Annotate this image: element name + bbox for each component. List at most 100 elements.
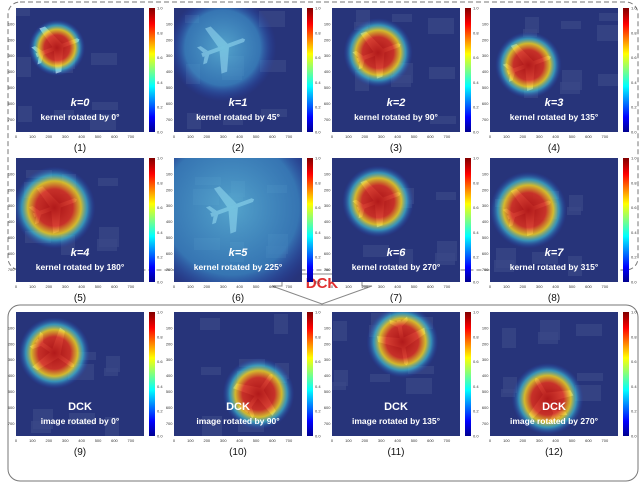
x-tick-label: 200 <box>519 134 526 139</box>
y-tick-label: 500 <box>166 389 173 394</box>
colorbar-tick-label: 0.2 <box>473 409 479 414</box>
x-tick-label: 500 <box>253 284 260 289</box>
y-tick-label: 600 <box>482 405 489 410</box>
x-tick-label: 200 <box>519 284 526 289</box>
x-tick-label: 400 <box>236 284 243 289</box>
colorbar-tick-label: 1.0 <box>315 310 321 315</box>
y-tick-label: 300 <box>166 53 173 58</box>
x-tick-label: 500 <box>411 134 418 139</box>
y-tick-label: 500 <box>482 85 489 90</box>
y-tick-label: 400 <box>166 373 173 378</box>
colorbar-tick-label: 0.8 <box>631 30 637 35</box>
x-tick-label: 200 <box>203 284 210 289</box>
heatmap <box>174 158 302 282</box>
y-tick-label: 500 <box>482 235 489 240</box>
heatmap <box>332 158 460 282</box>
x-tick-label: 600 <box>111 134 118 139</box>
x-tick-label: 100 <box>29 134 36 139</box>
panel-label: (6) <box>232 293 244 304</box>
ground-patch <box>525 17 539 33</box>
ground-patch <box>274 314 288 334</box>
panel-title: k=2 <box>387 97 406 109</box>
x-tick-label: 600 <box>427 284 434 289</box>
panel: 0 100 200 300 400 500 600 700 100 200 300 400 500 600… <box>8 156 164 305</box>
x-tick-label: 200 <box>45 438 52 443</box>
colorbar <box>149 158 155 282</box>
colorbar-tick-label: 1.0 <box>473 310 479 315</box>
x-tick-label: 400 <box>552 438 559 443</box>
colorbar-tick-label: 0.2 <box>157 105 163 110</box>
ground-patch <box>92 102 118 110</box>
ground-patch <box>363 245 389 257</box>
heat-blob <box>490 171 567 249</box>
y-tick-label: 300 <box>324 203 331 208</box>
colorbar-tick-label: 1.0 <box>631 6 637 11</box>
colorbar-tick-label: 0.6 <box>315 55 321 60</box>
x-tick-label: 400 <box>78 438 85 443</box>
y-tick-label: 700 <box>8 421 15 426</box>
ground-patch <box>599 13 618 21</box>
x-tick-label: 400 <box>78 134 85 139</box>
y-tick-label: 700 <box>482 117 489 122</box>
y-tick-label: 300 <box>324 53 331 58</box>
colorbar-tick-label: 0.6 <box>315 205 321 210</box>
colorbar-tick-label: 0.4 <box>157 230 163 235</box>
panel-caption: image rotated by 0° <box>41 416 120 426</box>
colorbar <box>623 158 629 282</box>
colorbar-tick-label: 0.2 <box>315 105 321 110</box>
ground-patch <box>105 417 119 436</box>
colorbar-tick-label: 0.8 <box>315 30 321 35</box>
y-tick-label: 200 <box>482 187 489 192</box>
y-tick-label: 400 <box>8 373 15 378</box>
y-tick-label: 400 <box>166 69 173 74</box>
x-tick-label: 500 <box>411 438 418 443</box>
colorbar-tick-label: 0.0 <box>473 434 479 439</box>
heatmap <box>490 312 618 436</box>
x-tick-label: 400 <box>552 134 559 139</box>
x-tick-label: 100 <box>503 438 510 443</box>
x-tick-label: 700 <box>128 134 135 139</box>
y-tick-label: 100 <box>166 325 173 330</box>
ground-patch <box>16 8 30 16</box>
y-tick-label: 700 <box>166 421 173 426</box>
colorbar-tick-label: 0.4 <box>631 80 637 85</box>
colorbar-tick-label: 0.4 <box>315 230 321 235</box>
panel-label: (4) <box>548 143 560 154</box>
colorbar-tick-label: 0.4 <box>473 80 479 85</box>
x-tick-label: 0 <box>15 284 18 289</box>
colorbar-tick-label: 1.0 <box>315 6 321 11</box>
x-tick-label: 500 <box>411 284 418 289</box>
ground-patch <box>333 321 347 341</box>
colorbar-tick-label: 0.0 <box>473 130 479 135</box>
y-tick-label: 600 <box>166 101 173 106</box>
y-tick-label: 400 <box>482 373 489 378</box>
arrow-label: DCK <box>306 275 339 292</box>
y-tick-label: 700 <box>324 421 331 426</box>
y-tick-label: 500 <box>324 85 331 90</box>
y-tick-label: 400 <box>324 69 331 74</box>
y-tick-label: 100 <box>166 21 173 26</box>
y-tick-label: 600 <box>324 251 331 256</box>
heatmap <box>16 312 144 436</box>
panel-caption: kernel rotated by 180° <box>36 262 125 272</box>
x-tick-label: 600 <box>585 284 592 289</box>
y-tick-label: 700 <box>8 117 15 122</box>
ground-patch <box>33 409 53 429</box>
y-tick-label: 600 <box>482 251 489 256</box>
colorbar-tick-label: 0.4 <box>473 230 479 235</box>
colorbar-tick-label: 0.4 <box>157 80 163 85</box>
y-tick-label: 100 <box>482 171 489 176</box>
y-tick-label: 400 <box>324 373 331 378</box>
colorbar-tick-label: 0.6 <box>157 55 163 60</box>
heatmap <box>490 158 618 282</box>
x-tick-label: 300 <box>536 284 543 289</box>
heat-blob <box>18 317 91 389</box>
ground-patch <box>99 227 119 247</box>
panel-label: (2) <box>232 143 244 154</box>
colorbar-tick-label: 1.0 <box>157 6 163 11</box>
x-tick-label: 600 <box>269 134 276 139</box>
x-tick-label: 700 <box>602 284 609 289</box>
ground-patch <box>561 21 581 29</box>
y-tick-label: 600 <box>166 251 173 256</box>
colorbar-tick-label: 0.4 <box>157 384 163 389</box>
